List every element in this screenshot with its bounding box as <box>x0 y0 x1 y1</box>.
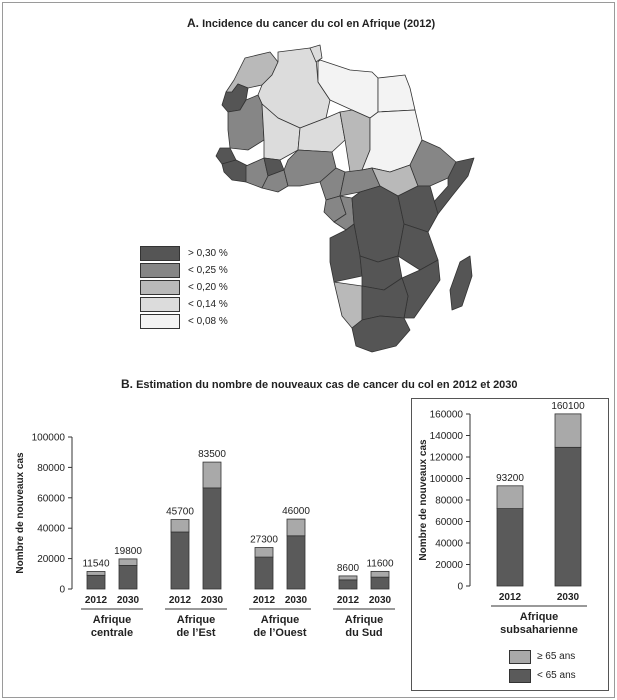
y-tick-label: 20000 <box>37 554 65 565</box>
y-tick-label: 160000 <box>430 410 464 421</box>
map-region-egypt <box>377 74 416 113</box>
group-label: Afrique <box>177 614 216 626</box>
y-tick-label: 140000 <box>430 431 464 442</box>
bar-year-label: 2012 <box>337 595 360 606</box>
bar-over65 <box>118 558 138 566</box>
y-tick-label: 60000 <box>435 517 463 528</box>
bar-over65 <box>496 485 524 509</box>
y-axis-label: Nombre de nouveaux cas <box>418 439 429 561</box>
map-legend-swatch <box>140 246 180 261</box>
map-region-mali <box>261 103 301 161</box>
map-legend-item: < 0,20 % <box>140 280 340 296</box>
bar-total-label: 19800 <box>114 546 142 557</box>
map-legend-label: < 0,08 % <box>188 316 228 327</box>
group-label: Afrique <box>520 611 559 623</box>
bar-year-label: 2030 <box>201 595 224 606</box>
bar-under65 <box>554 446 582 587</box>
bar-year-label: 2030 <box>285 595 308 606</box>
map-legend-swatch <box>140 263 180 278</box>
chart-title: B. Estimation du nombre de nouveaux cas … <box>121 377 518 391</box>
bar-total-label: 11540 <box>82 558 110 569</box>
bar-over65 <box>202 461 222 489</box>
map-legend-label: < 0,25 % <box>188 265 228 276</box>
bar-total-label: 8600 <box>337 563 360 574</box>
map-legend-swatch <box>140 280 180 295</box>
group-label: Afrique <box>93 614 132 626</box>
y-tick-label: 80000 <box>435 496 463 507</box>
map-legend-swatch <box>140 297 180 312</box>
y-tick-label: 120000 <box>430 453 464 464</box>
bar-total-label: 160100 <box>551 401 585 412</box>
y-tick-label: 80000 <box>37 463 65 474</box>
group-label: Afrique <box>261 614 300 626</box>
bar-over65 <box>338 575 358 581</box>
map-legend-swatch <box>140 314 180 329</box>
bar-total-label: 93200 <box>496 473 524 484</box>
y-tick-label: 0 <box>457 582 463 593</box>
bar-total-label: 11600 <box>366 558 394 569</box>
y-tick-label: 40000 <box>435 539 463 550</box>
y-tick-label: 0 <box>59 585 65 596</box>
bar-total-label: 83500 <box>198 449 226 460</box>
age-legend-item: ≥ 65 ans <box>509 650 609 666</box>
map-region-tunisia <box>309 44 323 63</box>
bar-year-label: 2012 <box>85 595 108 606</box>
group-label: de l’Ouest <box>253 627 307 639</box>
y-axis-label: Nombre de nouveaux cas <box>15 452 26 574</box>
bar-total-label: 27300 <box>250 535 278 546</box>
map-legend-label: < 0,20 % <box>188 282 228 293</box>
y-tick-label: 100000 <box>32 433 66 444</box>
y-tick-label: 40000 <box>37 524 65 535</box>
group-label: du Sud <box>345 627 382 639</box>
bar-year-label: 2012 <box>169 595 192 606</box>
map-legend-item: < 0,08 % <box>140 314 340 330</box>
group-label: de l’Est <box>176 627 215 639</box>
map-region-madagascar <box>449 255 473 311</box>
map-region-south-africa <box>351 315 411 353</box>
bar-year-label: 2030 <box>557 592 580 603</box>
subsaharan-chart-box <box>411 398 609 691</box>
bar-over65 <box>254 547 274 558</box>
map-title: A. Incidence du cancer du col en Afrique… <box>187 16 435 30</box>
group-label: centrale <box>91 627 133 639</box>
map-legend-label: < 0,14 % <box>188 299 228 310</box>
bar-over65 <box>86 571 106 576</box>
age-legend-label: < 65 ans <box>537 670 576 681</box>
bar-year-label: 2012 <box>499 592 522 603</box>
map-legend-item: > 0,30 % <box>140 246 340 262</box>
chart-title-letter: B. <box>121 377 133 391</box>
map-legend-label: > 0,30 % <box>188 248 228 259</box>
bar-total-label: 45700 <box>166 507 194 518</box>
bar-over65 <box>170 519 190 533</box>
bar-over65 <box>370 570 390 578</box>
map-legend-item: < 0,14 % <box>140 297 340 313</box>
bar-year-label: 2030 <box>117 595 140 606</box>
age-legend-label: ≥ 65 ans <box>537 651 576 662</box>
bar-over65 <box>554 413 582 448</box>
map-region-mauritania <box>227 94 265 151</box>
group-label: Afrique <box>345 614 384 626</box>
age-legend-swatch <box>509 669 531 683</box>
y-tick-label: 20000 <box>435 560 463 571</box>
bar-over65 <box>286 518 306 537</box>
bar-under65 <box>496 508 524 587</box>
chart-title-text: Estimation du nombre de nouveaux cas de … <box>136 379 518 391</box>
y-tick-label: 100000 <box>430 474 464 485</box>
map-region-ghana <box>261 169 289 193</box>
map-title-text: Incidence du cancer du col en Afrique (2… <box>202 18 436 30</box>
age-legend-item: < 65 ans <box>509 669 609 685</box>
age-legend-swatch <box>509 650 531 664</box>
group-label: subsaharienne <box>500 624 578 636</box>
map-title-letter: A. <box>187 16 199 30</box>
bar-year-label: 2030 <box>369 595 392 606</box>
bar-year-label: 2012 <box>253 595 276 606</box>
map-legend-item: < 0,25 % <box>140 263 340 279</box>
bar-total-label: 46000 <box>282 506 310 517</box>
y-tick-label: 60000 <box>37 493 65 504</box>
